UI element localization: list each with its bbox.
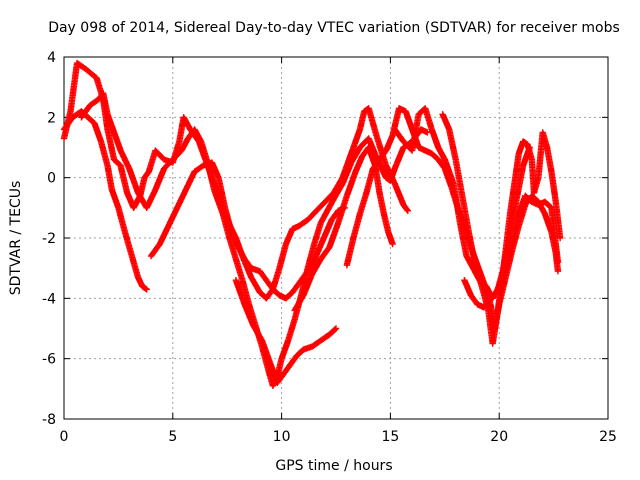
series-track-6 bbox=[291, 144, 396, 314]
x-axis-label: GPS time / hours bbox=[275, 458, 392, 474]
series-track-5 bbox=[232, 277, 340, 386]
data-points bbox=[60, 59, 564, 390]
series-track-4 bbox=[147, 159, 348, 302]
x-tick-label: 20 bbox=[490, 429, 508, 445]
x-tick-label: 5 bbox=[168, 429, 177, 445]
y-tick-label: 2 bbox=[47, 110, 56, 126]
y-tick-label: -4 bbox=[42, 291, 56, 307]
data-point bbox=[60, 108, 150, 293]
series-track-10 bbox=[461, 144, 533, 311]
x-tick-label: 0 bbox=[60, 429, 69, 445]
axes: 0 5 10 15 20 25 -8 -6 -4 -2 0 2 4 bbox=[42, 50, 617, 445]
y-tick-label: -8 bbox=[42, 412, 56, 428]
data-point bbox=[461, 144, 533, 311]
chart-title: Day 098 of 2014, Sidereal Day-to-day VTE… bbox=[48, 20, 620, 36]
y-tick-label: -2 bbox=[42, 231, 56, 247]
x-tick-label: 10 bbox=[273, 429, 291, 445]
y-tick-label: 0 bbox=[47, 171, 56, 187]
data-point bbox=[439, 111, 564, 347]
series-track-9 bbox=[439, 111, 564, 347]
y-axis-label: SDTVAR / TECUs bbox=[8, 181, 24, 296]
data-point bbox=[232, 277, 340, 386]
x-tick-label: 15 bbox=[381, 429, 399, 445]
data-point bbox=[147, 159, 348, 302]
x-tick-label: 25 bbox=[599, 429, 617, 445]
data-point bbox=[291, 144, 396, 314]
y-tick-label: -6 bbox=[42, 352, 56, 368]
grid-lines bbox=[64, 57, 608, 419]
series-track-2 bbox=[60, 108, 150, 293]
y-tick-label: 4 bbox=[47, 50, 56, 66]
